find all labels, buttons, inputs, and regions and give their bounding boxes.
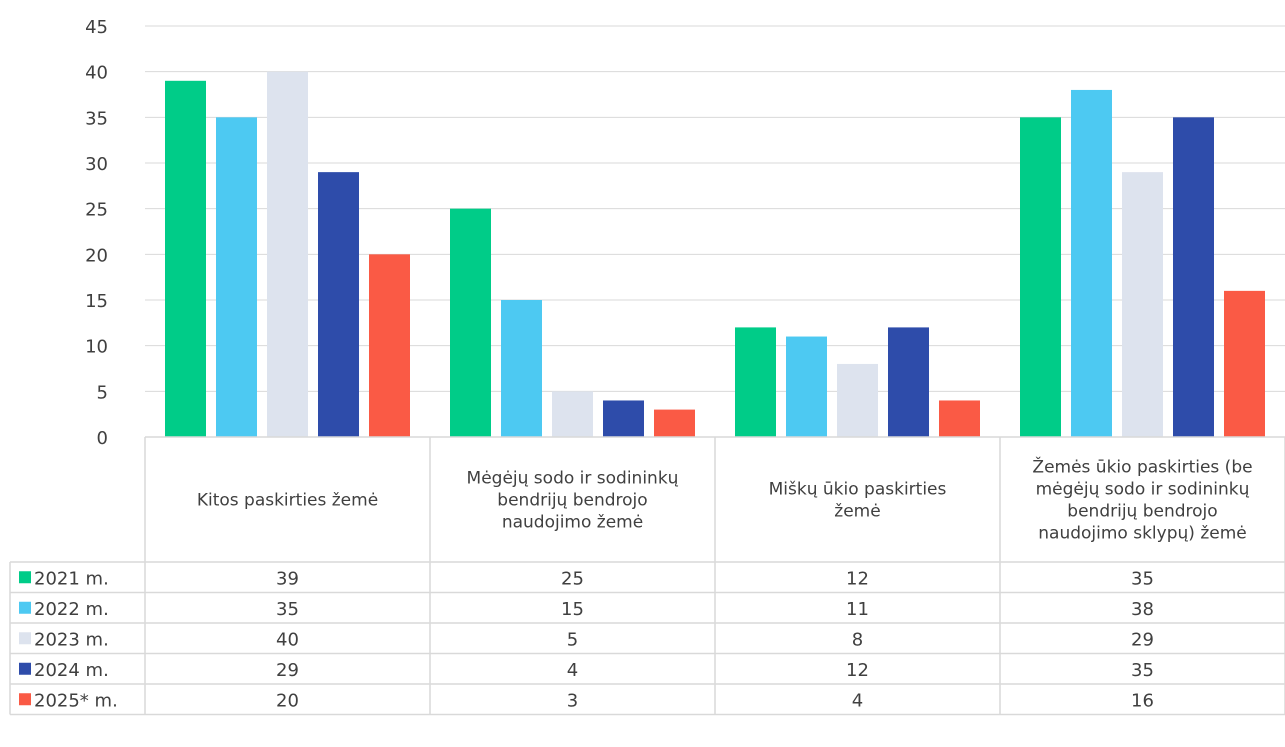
- series-name: 2023 m.: [34, 629, 109, 650]
- category-label: Kitos paskirties žemė: [197, 491, 378, 511]
- y-tick-label: 10: [85, 337, 108, 358]
- bar: [501, 300, 542, 437]
- y-tick-label: 0: [97, 428, 108, 449]
- data-label: 5: [567, 629, 578, 650]
- bar: [369, 254, 410, 437]
- data-label: 39: [276, 568, 299, 589]
- data-label: 11: [846, 599, 869, 620]
- category-label: Žemės ūkio paskirties (be: [1032, 456, 1252, 478]
- bar: [603, 400, 644, 437]
- y-tick-label: 45: [85, 17, 108, 38]
- legend-key: [19, 571, 31, 584]
- bar: [786, 336, 827, 437]
- data-label: 15: [561, 599, 584, 620]
- data-label: 38: [1131, 599, 1154, 620]
- data-label: 8: [852, 629, 863, 650]
- category-label: naudojimo sklypų) žemė: [1038, 524, 1246, 544]
- category-label: mėgėjų sodo ir sodininkų: [1036, 480, 1250, 500]
- bar: [888, 327, 929, 437]
- legend-key: [19, 693, 31, 706]
- y-tick-label: 25: [85, 200, 108, 221]
- bar: [1224, 290, 1265, 437]
- legend-key: [19, 662, 31, 675]
- data-label: 12: [846, 660, 869, 681]
- legend-key: [19, 632, 31, 645]
- bar: [450, 208, 491, 437]
- category-label: bendrijų bendrojo: [1067, 502, 1217, 522]
- bar: [318, 172, 359, 437]
- series-name: 2025* m.: [34, 690, 118, 711]
- category-label: bendrijų bendrojo: [497, 491, 647, 511]
- series-name: 2021 m.: [34, 568, 109, 589]
- category-label: Miškų ūkio paskirties: [769, 480, 947, 500]
- y-axis-ticks: 45 40 35 30 25 20 15 10 5 0: [85, 17, 108, 449]
- data-table: Kitos paskirties žemė Mėgėjų sodo ir sodi…: [9, 436, 1285, 716]
- bar: [552, 391, 593, 437]
- data-label: 35: [1131, 660, 1154, 681]
- category-label: žemė: [834, 502, 880, 522]
- y-tick-label: 20: [85, 245, 108, 266]
- y-tick-label: 30: [85, 154, 108, 175]
- bar: [1122, 172, 1163, 437]
- bar: [939, 400, 980, 437]
- series-name: 2024 m.: [34, 660, 109, 681]
- y-tick-label: 35: [85, 108, 108, 129]
- data-label: 35: [276, 599, 299, 620]
- data-label: 20: [276, 690, 299, 711]
- data-label: 40: [276, 629, 299, 650]
- y-tick-label: 5: [97, 382, 108, 403]
- bar: [735, 327, 776, 437]
- data-label: 25: [561, 568, 584, 589]
- data-label: 29: [276, 660, 299, 681]
- data-label: 35: [1131, 568, 1154, 589]
- gridlines: [145, 25, 1285, 392]
- y-tick-label: 40: [85, 63, 108, 84]
- bar: [267, 71, 308, 438]
- bars: [165, 71, 1265, 438]
- data-label: 3: [567, 690, 578, 711]
- data-label: 12: [846, 568, 869, 589]
- bar: [1020, 117, 1061, 437]
- series-name: 2022 m.: [34, 599, 109, 620]
- bar: [1173, 117, 1214, 437]
- bar: [837, 363, 878, 437]
- bar: [1071, 89, 1112, 437]
- data-label: 29: [1131, 629, 1154, 650]
- bar: [654, 409, 695, 437]
- category-label: naudojimo žemė: [502, 513, 643, 533]
- data-label: 4: [852, 690, 863, 711]
- y-tick-label: 15: [85, 291, 108, 312]
- data-label: 16: [1131, 690, 1154, 711]
- bar: [165, 80, 206, 438]
- data-label: 4: [567, 660, 578, 681]
- legend-key: [19, 601, 31, 614]
- bar: [216, 117, 257, 437]
- category-label: Mėgėjų sodo ir sodininkų: [467, 469, 679, 489]
